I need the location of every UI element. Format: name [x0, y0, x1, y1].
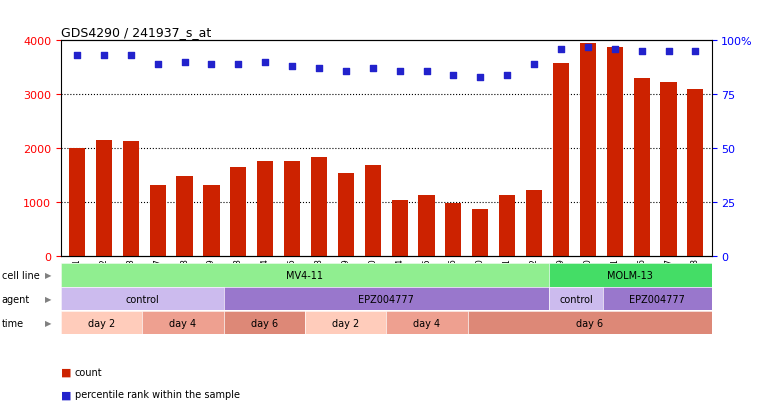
Bar — [311, 157, 327, 256]
Point — [420, 68, 432, 75]
Bar — [284, 161, 300, 256]
Bar — [392, 200, 408, 256]
Point — [635, 49, 648, 55]
Text: day 2: day 2 — [88, 318, 115, 328]
Bar — [553, 64, 569, 256]
Point — [689, 49, 702, 55]
Point — [555, 47, 567, 53]
Bar — [231, 168, 247, 256]
Text: day 6: day 6 — [250, 318, 278, 328]
Text: EPZ004777: EPZ004777 — [358, 294, 414, 304]
Point — [662, 49, 674, 55]
Bar — [203, 186, 219, 256]
Text: time: time — [2, 318, 24, 328]
Point — [367, 66, 379, 73]
Text: MOLM-13: MOLM-13 — [607, 270, 653, 280]
Point — [205, 62, 218, 68]
Point — [581, 45, 594, 51]
Text: count: count — [75, 367, 102, 377]
Point — [393, 68, 406, 75]
Bar — [365, 165, 380, 256]
Point — [340, 68, 352, 75]
Text: day 4: day 4 — [413, 318, 441, 328]
Point — [313, 66, 325, 73]
Bar — [257, 161, 273, 256]
Bar — [687, 90, 703, 256]
Bar — [150, 185, 166, 256]
Bar — [69, 149, 85, 256]
Text: percentile rank within the sample: percentile rank within the sample — [75, 389, 240, 399]
Text: day 6: day 6 — [576, 318, 603, 328]
Point — [474, 74, 486, 81]
Bar — [177, 177, 193, 256]
Text: ▶: ▶ — [45, 318, 51, 327]
Point — [447, 72, 460, 79]
Point — [98, 53, 110, 59]
Text: control: control — [559, 294, 593, 304]
Bar — [338, 173, 354, 256]
Text: day 4: day 4 — [169, 318, 196, 328]
Text: ■: ■ — [61, 367, 72, 377]
Bar — [661, 83, 677, 256]
Point — [609, 47, 621, 53]
Bar — [123, 142, 139, 256]
Point — [286, 64, 298, 70]
Point — [260, 59, 272, 66]
Point — [501, 72, 513, 79]
Point — [528, 62, 540, 68]
Point — [179, 59, 191, 66]
Point — [232, 62, 244, 68]
Bar — [419, 196, 435, 256]
Text: MV4-11: MV4-11 — [286, 270, 323, 280]
Bar — [526, 190, 542, 256]
Text: cell line: cell line — [2, 270, 40, 280]
Text: ▶: ▶ — [45, 271, 51, 280]
Point — [151, 62, 164, 68]
Text: control: control — [126, 294, 159, 304]
Bar — [96, 140, 112, 256]
Text: GDS4290 / 241937_s_at: GDS4290 / 241937_s_at — [61, 26, 211, 39]
Point — [125, 53, 137, 59]
Point — [71, 53, 83, 59]
Bar — [445, 204, 461, 256]
Bar — [634, 79, 650, 256]
Text: ■: ■ — [61, 389, 72, 399]
Text: ▶: ▶ — [45, 294, 51, 303]
Bar — [499, 195, 515, 256]
Text: EPZ004777: EPZ004777 — [629, 294, 685, 304]
Bar — [580, 44, 596, 256]
Text: day 2: day 2 — [332, 318, 359, 328]
Text: agent: agent — [2, 294, 30, 304]
Bar — [607, 48, 622, 256]
Bar — [473, 210, 489, 256]
